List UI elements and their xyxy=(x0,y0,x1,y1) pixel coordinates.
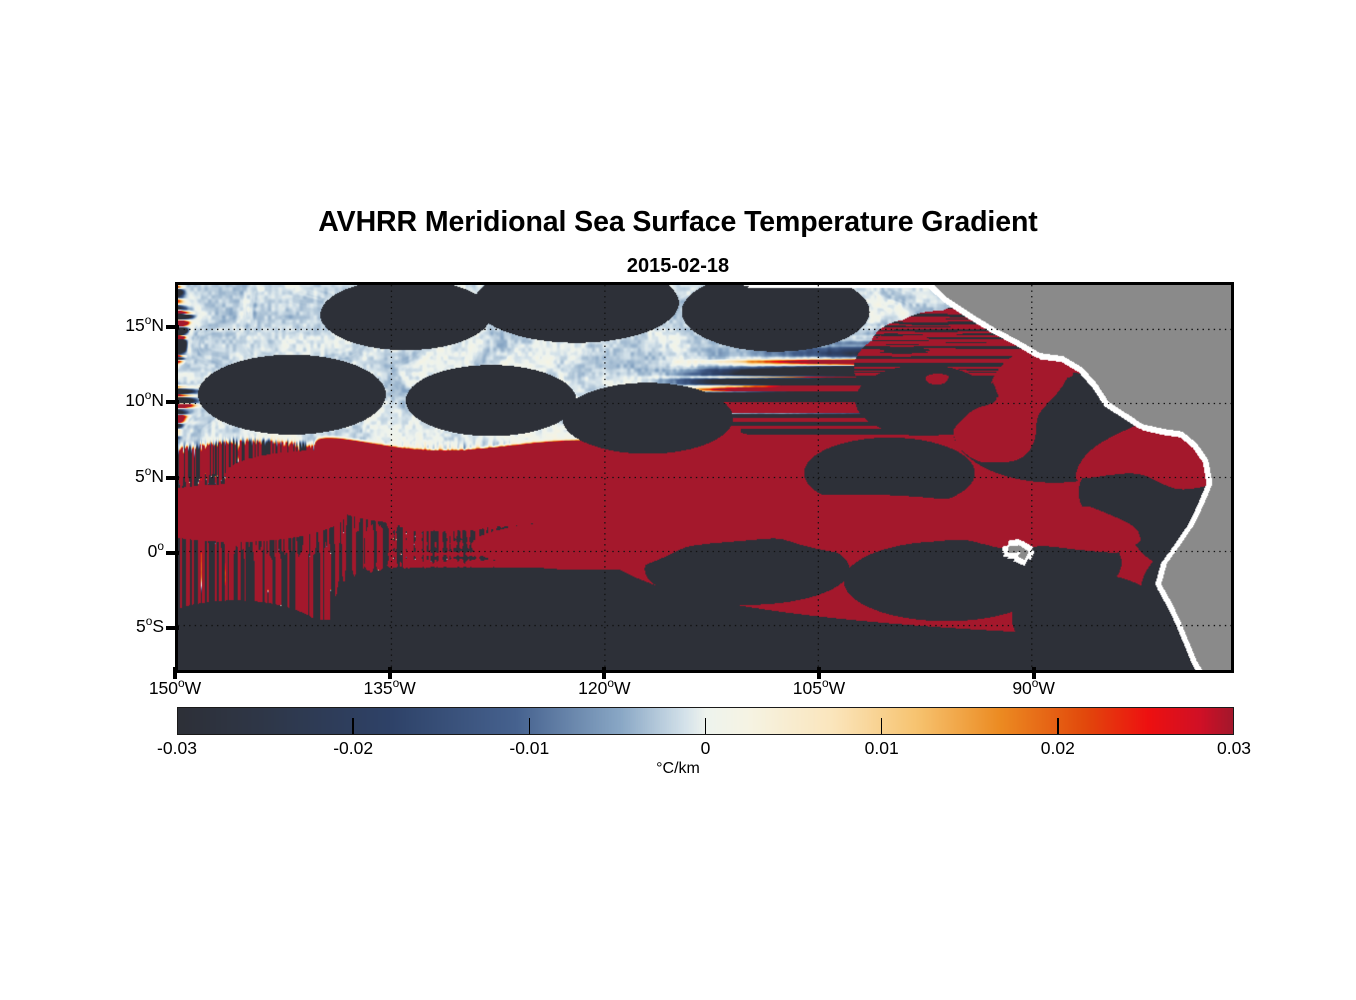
colorbar-tick-label: -0.01 xyxy=(509,738,550,758)
y-axis-tick xyxy=(166,625,179,630)
colorbar-tick xyxy=(1057,718,1059,734)
x-axis-tick xyxy=(1031,667,1036,679)
y-axis-tick xyxy=(166,475,179,480)
colorbar-tick-label: -0.03 xyxy=(157,738,197,758)
colorbar-tick xyxy=(880,718,883,734)
colorbar-tick-label: -0.02 xyxy=(333,738,374,758)
y-axis-tick-label: 5oN xyxy=(135,463,164,486)
y-axis-tick-label: 10oN xyxy=(125,388,164,411)
sst-gradient-heatmap xyxy=(178,285,1231,670)
figure-subtitle-date: 2015-02-18 xyxy=(626,255,730,277)
colorbar-tick-label: 0 xyxy=(700,738,711,758)
colorbar-tick-label: 0.01 xyxy=(864,738,899,758)
x-axis-tick-label: 150oW xyxy=(148,676,202,698)
colorbar-tick xyxy=(352,718,354,734)
x-axis-tick xyxy=(387,667,392,679)
y-axis-tick-label: 15oN xyxy=(125,313,164,336)
x-axis-tick xyxy=(602,667,607,679)
colorbar-tick xyxy=(704,718,707,734)
x-axis-tick xyxy=(173,667,177,679)
x-axis-tick-label: 135oW xyxy=(363,676,416,698)
x-axis-tick-label: 120oW xyxy=(578,676,631,698)
x-axis-tick xyxy=(816,667,821,679)
y-axis-tick-label: 0o xyxy=(147,538,164,561)
colorbar-unit-label: °C/km xyxy=(656,760,700,777)
colorbar-tick-label: 0.03 xyxy=(1216,738,1252,758)
colorbar-tick xyxy=(528,718,531,734)
y-axis-tick xyxy=(166,325,179,330)
y-axis-tick xyxy=(166,550,179,555)
y-axis-tick xyxy=(166,400,179,405)
x-axis-tick-label: 90oW xyxy=(1012,676,1055,698)
y-axis-tick-label: 5oS xyxy=(135,614,164,636)
page-title: AVHRR Meridional Sea Surface Temperature… xyxy=(318,206,1038,238)
map-plot-area[interactable] xyxy=(175,282,1234,673)
x-axis-tick-label: 105oW xyxy=(792,676,846,698)
colorbar-tick-label: 0.02 xyxy=(1040,738,1075,758)
